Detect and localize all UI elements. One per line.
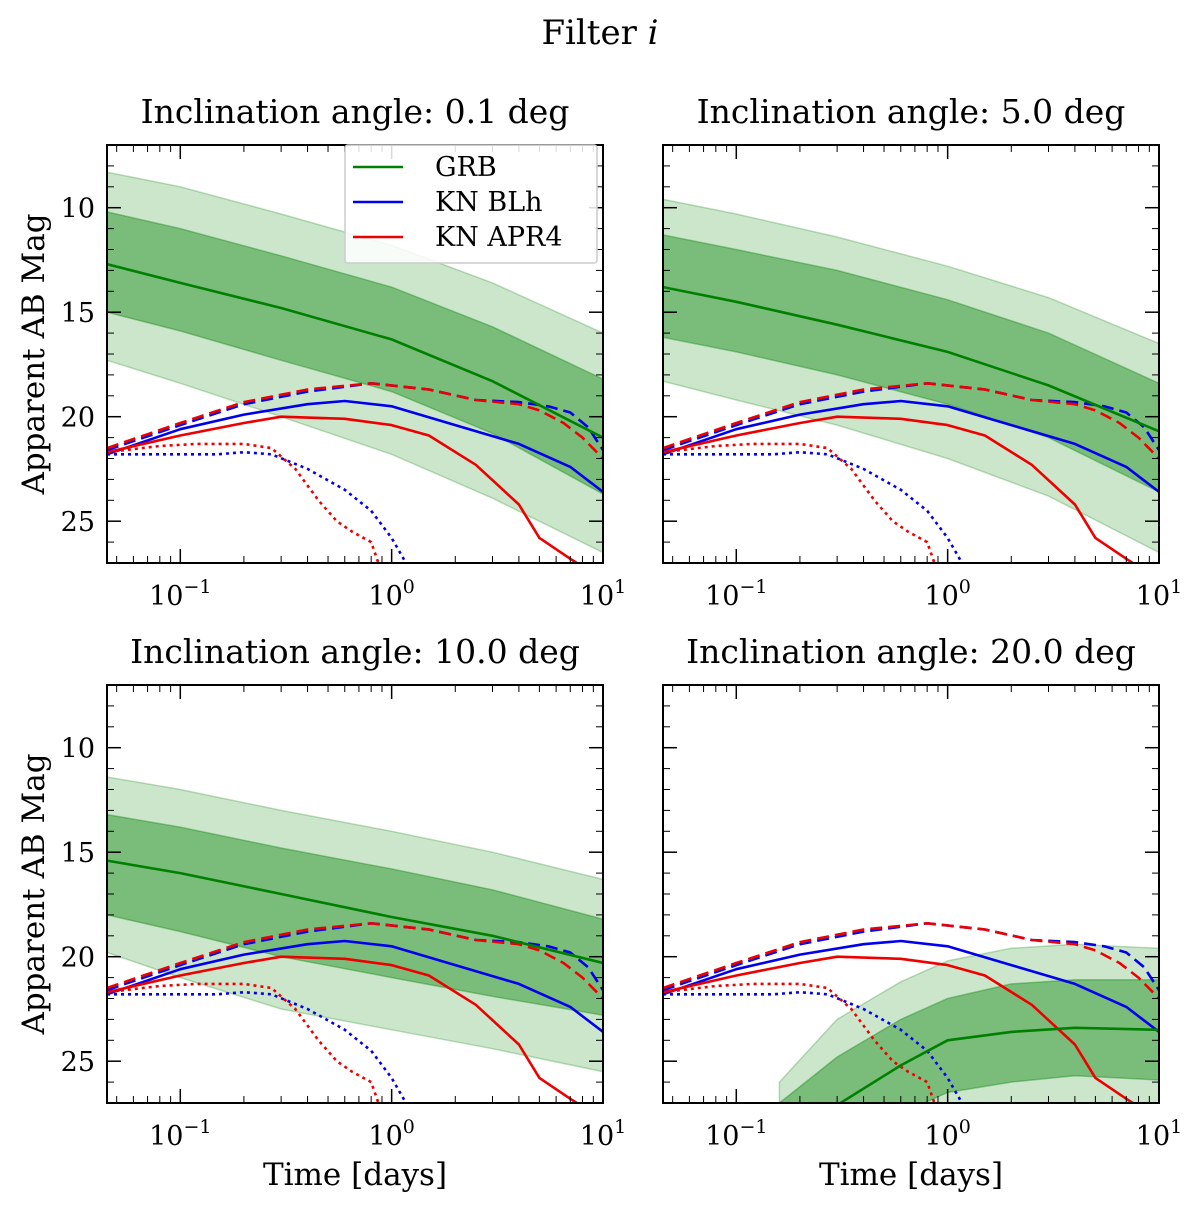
x-axis-label: Time [days] [819, 1157, 1003, 1193]
kn-apr4-dashed-line [663, 922, 1159, 1000]
plot-area [663, 922, 1159, 1103]
panel-title: Inclination angle: 10.0 deg [130, 632, 580, 671]
x-tick-label: 101 [580, 576, 626, 612]
x-axis-label: Time [days] [263, 1157, 447, 1193]
figure-suptitle: Filter i [541, 13, 658, 53]
x-tick-label: 101 [580, 1116, 626, 1152]
kn-apr4-solid-line [107, 955, 580, 1103]
grb-line [663, 285, 1159, 433]
x-tick-label: 101 [1136, 1116, 1182, 1152]
legend: GRB KN BLh KN APR4 [344, 144, 598, 264]
plot-area [107, 776, 603, 1103]
grb-2sigma-band [107, 171, 603, 554]
grb-line [107, 262, 603, 439]
grb-1sigma-band [107, 211, 603, 495]
panel-2: 10−1 100 101 Inclination angle: 5.0 deg [662, 92, 1182, 612]
grb-1sigma-band [778, 978, 1159, 1103]
grb-2sigma-band [778, 943, 1159, 1103]
legend-label: KN APR4 [435, 222, 563, 253]
x-tick-label: 10−1 [149, 1116, 211, 1152]
kn-apr4-solid-line [663, 415, 1136, 563]
y-axis-label: Apparent AB Mag [16, 213, 52, 495]
kn-apr4-dotted-line [107, 442, 380, 563]
kn-blh-dashed-line [107, 382, 603, 452]
kn-blh-solid-line [663, 399, 1159, 493]
kn-apr4-dotted-line [107, 982, 380, 1103]
kn-blh-solid-line [107, 399, 603, 493]
y-tick-label: 25 [61, 507, 95, 538]
x-tick-label: 10−1 [705, 576, 767, 612]
kn-apr4-dotted-line [663, 982, 936, 1103]
x-tick-label: 101 [1136, 576, 1182, 612]
y-tick-label: 15 [61, 298, 95, 329]
y-tick-label: 10 [61, 734, 95, 765]
kn-blh-dotted-line [107, 450, 408, 563]
y-tick-label: 20 [61, 403, 95, 434]
panel-4: 10−1 100 101 Inclination angle: 20.0 deg Tim… [662, 632, 1182, 1193]
panel-1: 10 15 20 25 10−1 100 101 Inclination angle: 0.1… [16, 92, 626, 612]
kn-blh-dashed-line [663, 922, 1159, 992]
y-tick-label: 25 [61, 1047, 95, 1078]
grb-2sigma-band [663, 198, 1159, 554]
plot-area [663, 198, 1159, 563]
grb-line [838, 1026, 1159, 1103]
y-tick-label: 10 [61, 194, 95, 225]
legend-label: KN BLh [435, 187, 543, 218]
x-tick-label: 10−1 [149, 576, 211, 612]
panel-title: Inclination angle: 5.0 deg [697, 92, 1126, 131]
x-tick-label: 100 [924, 1116, 970, 1152]
legend-box [344, 144, 598, 264]
kn-apr4-solid-line [663, 955, 1136, 1103]
grb-line [107, 859, 603, 965]
grb-1sigma-band [107, 813, 603, 1016]
x-tick-label: 10−1 [705, 1116, 767, 1152]
kn-apr4-dashed-line [107, 922, 603, 1000]
kn-apr4-dashed-line [107, 382, 603, 460]
x-tick-label: 100 [368, 1116, 414, 1152]
kn-blh-solid-line [107, 939, 603, 1033]
kn-apr4-solid-line [107, 415, 580, 563]
y-axis-label: Apparent AB Mag [16, 753, 52, 1035]
legend-label: GRB [435, 152, 497, 183]
plot-area [107, 171, 603, 563]
kn-apr4-dashed-line [663, 382, 1159, 460]
panel-title: Inclination angle: 20.0 deg [686, 632, 1136, 671]
y-tick-label: 20 [61, 943, 95, 974]
x-tick-label: 100 [368, 576, 414, 612]
panel-title: Inclination angle: 0.1 deg [141, 92, 570, 131]
kn-blh-solid-line [663, 939, 1159, 1033]
kn-apr4-dotted-line [663, 442, 936, 563]
grb-1sigma-band [663, 234, 1159, 493]
y-tick-label: 15 [61, 838, 95, 869]
panel-3: 10 15 20 25 10−1 100 101 Inclination angle: 10.… [16, 632, 626, 1193]
x-tick-label: 100 [924, 576, 970, 612]
kn-blh-dotted-line [663, 450, 964, 563]
kn-blh-dashed-line [663, 382, 1159, 452]
